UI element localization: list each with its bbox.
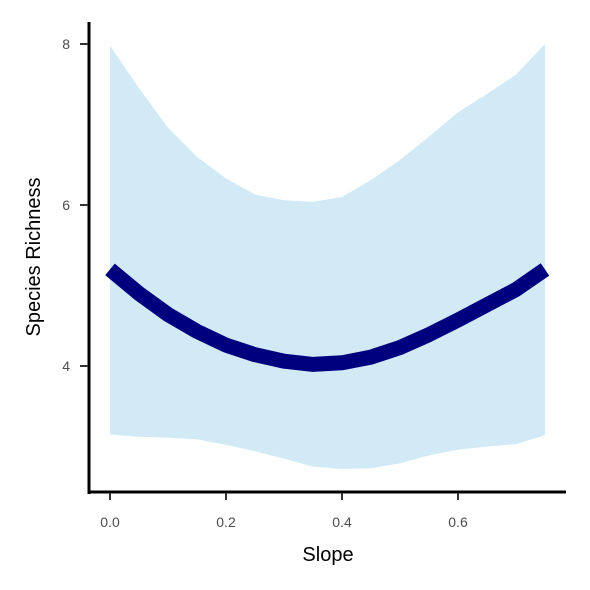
axes (87, 22, 566, 494)
x-tick-label: 0.0 (100, 514, 120, 530)
y-axis-title: Species Richness (23, 178, 45, 337)
x-tick-label: 0.6 (448, 514, 468, 530)
confidence-ribbon-group (110, 44, 545, 469)
fitted-line-group (105, 263, 550, 372)
confidence-ribbon (110, 44, 545, 469)
y-tick-label: 8 (62, 36, 70, 52)
y-tick-label: 6 (62, 197, 70, 213)
x-tick-label: 0.2 (216, 514, 236, 530)
y-tick-label: 4 (62, 358, 70, 374)
fitted-line (105, 263, 550, 372)
x-axis-title: Slope (302, 544, 353, 566)
x-tick-label: 0.4 (332, 514, 352, 530)
ticks: 0.0 0.2 0.4 0.6 4 6 8 (62, 36, 468, 530)
